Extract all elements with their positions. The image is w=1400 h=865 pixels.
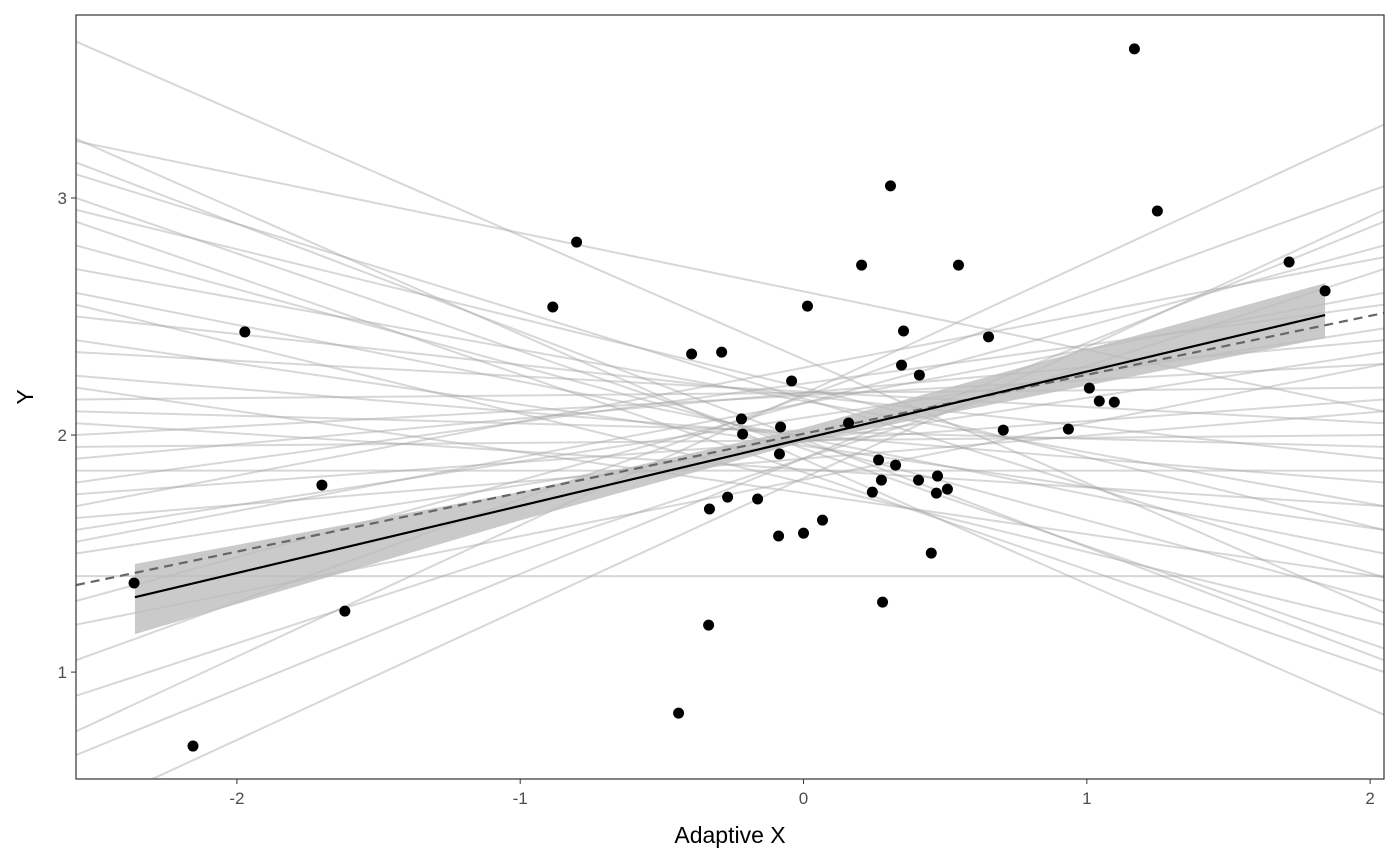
point — [752, 493, 764, 505]
x-tick-label: 1 — [1082, 789, 1091, 808]
y-tick-label: 3 — [58, 189, 67, 208]
point — [1083, 382, 1095, 394]
point — [1062, 423, 1074, 435]
x-tick-label: -1 — [513, 789, 528, 808]
point — [773, 530, 785, 542]
point — [997, 424, 1009, 436]
confidence-band — [134, 283, 1326, 635]
point — [703, 619, 715, 631]
point — [898, 325, 910, 337]
point — [925, 547, 937, 559]
posterior-line — [76, 386, 1384, 579]
posterior-line — [76, 422, 1384, 508]
point — [801, 300, 813, 312]
point — [547, 301, 559, 313]
point — [737, 428, 749, 440]
point — [890, 459, 902, 471]
posterior-line — [76, 291, 1384, 555]
x-tick-label: 2 — [1365, 789, 1374, 808]
posterior-line — [76, 303, 1384, 626]
posterior-line — [76, 197, 1384, 650]
point — [1128, 43, 1140, 55]
posterior-line — [76, 137, 1384, 716]
point — [873, 454, 885, 466]
posterior-line — [76, 410, 1384, 520]
point — [735, 413, 747, 425]
point — [1151, 205, 1163, 217]
point — [316, 479, 328, 491]
dashed-line — [76, 311, 1384, 587]
posterior-line — [76, 244, 1384, 602]
point — [875, 474, 887, 486]
posterior-line — [76, 362, 1384, 437]
point — [773, 448, 785, 460]
x-tick-label: -2 — [229, 789, 244, 808]
point — [673, 707, 685, 719]
point — [884, 180, 896, 192]
point — [128, 577, 140, 589]
point — [856, 259, 868, 271]
point — [775, 421, 787, 433]
posterior-line — [76, 40, 1384, 614]
plot-area — [76, 40, 1384, 779]
posterior-line — [76, 434, 1384, 448]
y-axis-title: Y — [12, 389, 38, 404]
posterior-line — [76, 161, 1384, 662]
x-axis-title: Adaptive X — [674, 822, 785, 848]
posterior-line — [76, 268, 1384, 508]
point — [843, 417, 855, 429]
posterior-line — [76, 410, 1384, 448]
point — [941, 483, 953, 495]
point — [896, 359, 908, 371]
posterior-line — [76, 339, 1384, 531]
point — [1319, 285, 1331, 297]
point — [786, 375, 798, 387]
posterior-line — [76, 208, 1384, 531]
point — [930, 487, 942, 499]
posterior-line — [150, 208, 1384, 779]
posterior-line — [76, 351, 1384, 425]
point — [1283, 256, 1295, 268]
point — [239, 326, 251, 338]
point — [722, 491, 734, 503]
point — [339, 605, 351, 617]
fit-line — [134, 314, 1326, 599]
point — [703, 503, 715, 515]
y-tick-label: 1 — [58, 663, 67, 682]
panel-border — [75, 14, 1385, 780]
point — [877, 596, 889, 608]
point — [1108, 396, 1120, 408]
point — [571, 236, 583, 248]
point — [686, 348, 698, 360]
posterior-line — [76, 386, 1384, 401]
point — [952, 259, 964, 271]
posterior-line — [76, 123, 1384, 733]
y-tick-label: 2 — [58, 426, 67, 445]
point — [983, 331, 995, 343]
point — [187, 740, 199, 752]
point — [866, 486, 878, 498]
point — [1093, 395, 1105, 407]
posterior-line — [76, 315, 1384, 460]
posterior-line — [76, 374, 1384, 484]
point — [716, 346, 728, 358]
posterior-line — [76, 220, 1384, 756]
point — [913, 369, 925, 381]
posterior-line — [76, 173, 1384, 579]
point — [913, 474, 925, 486]
point — [798, 527, 810, 539]
point — [932, 470, 944, 482]
posterior-line — [76, 256, 1384, 508]
point — [816, 514, 828, 526]
x-tick-label: 0 — [799, 789, 808, 808]
